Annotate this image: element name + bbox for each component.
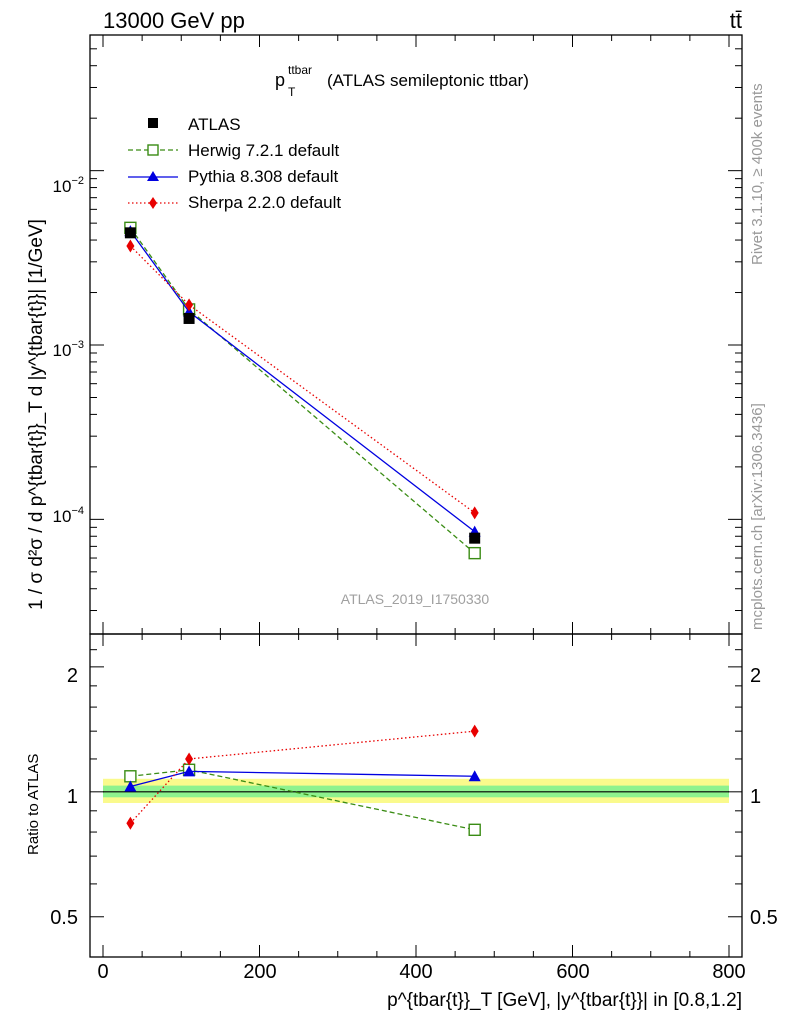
main-point-data — [124, 227, 136, 239]
main-point-sherpa — [126, 239, 135, 253]
ratio-y-tick-label-left: 1 — [67, 786, 78, 808]
x-tick-label: 400 — [399, 961, 432, 983]
legend-entry-herwig: Herwig 7.2.1 default — [128, 141, 339, 160]
legend-marker-square — [148, 118, 158, 128]
main-point-data — [183, 312, 195, 324]
ratio-point-sherpa — [470, 724, 479, 738]
ratio-y-tick-label-right: 2 — [750, 665, 761, 687]
ratio-y-tick-label-left: 0.5 — [50, 907, 78, 929]
plot-layer — [89, 34, 743, 958]
title-superscript: ttbar — [288, 63, 312, 77]
x-tick-label: 800 — [712, 961, 745, 983]
x-axis-label: p^{tbar{t}}_T [GeV], |y^{tbar{t}}| in [0… — [387, 990, 742, 1011]
mcplots-label: mcplots.cern.ch [arXiv:1306.3436] — [749, 403, 766, 630]
main-line-pythia — [129, 230, 476, 533]
legend-marker-diamond — [149, 197, 157, 209]
main-point-data — [469, 532, 481, 544]
x-tick-label: 200 — [243, 961, 276, 983]
ratio-y-tick-label-right: 0.5 — [750, 907, 778, 929]
legend: ATLAS Herwig 7.2.1 default Pythia 8.308 … — [128, 115, 341, 212]
rivet-version-label: Rivet 3.1.10, ≥ 400k events — [749, 83, 766, 265]
legend-label: Herwig 7.2.1 default — [188, 141, 339, 160]
main-plot-y-axis-label: 1 / σ d²σ / d p^{tbar{t}}_T d |y^{tbar{t… — [26, 219, 47, 610]
legend-entry-data: ATLAS — [148, 115, 241, 134]
ratio-y-tick-label-left: 2 — [67, 665, 78, 687]
ratio-point-sherpa — [185, 752, 194, 766]
main-point-herwig — [468, 546, 481, 560]
header-process-label: tt̄ — [730, 8, 742, 33]
header-energy-label: 13000 GeV pp — [103, 8, 245, 33]
ratio-point-herwig — [124, 770, 137, 783]
ratio-point-pythia — [468, 770, 481, 782]
legend-entry-pythia: Pythia 8.308 default — [128, 167, 339, 186]
main-y-tick-label: 10−2 — [53, 175, 84, 196]
ratio-plot-y-axis-label: Ratio to ATLAS — [25, 754, 42, 855]
legend-label: Sherpa 2.2.0 default — [188, 193, 341, 212]
x-tick-label: 600 — [556, 961, 589, 983]
main-y-tick-label: 10−3 — [53, 339, 84, 360]
legend-marker-open-square — [147, 144, 159, 156]
ratio-point-pythia — [183, 765, 196, 777]
title-subscript: T — [288, 85, 296, 99]
series-layer — [124, 221, 481, 837]
ratio-point-sherpa — [126, 816, 135, 830]
ratio-y-tick-labels: 2 1 0.5 2 1 0.5 — [50, 665, 778, 929]
main-line-herwig — [129, 227, 476, 554]
ratio-line-sherpa — [129, 730, 475, 824]
main-point-sherpa — [470, 506, 479, 520]
analysis-watermark: ATLAS_2019_I1750330 — [341, 591, 490, 607]
title-symbol: p — [275, 70, 285, 90]
ratio-y-tick-label-right: 1 — [750, 786, 761, 808]
legend-marker-triangle — [147, 171, 159, 181]
x-tick-label: 0 — [97, 961, 108, 983]
title-text: (ATLAS semileptonic ttbar) — [327, 71, 529, 90]
main-plot-title: p ttbar T (ATLAS semileptonic ttbar) — [275, 63, 529, 99]
legend-label: ATLAS — [188, 115, 241, 134]
x-tick-labels: 0 200 400 600 800 — [97, 961, 745, 983]
main-line-sherpa — [129, 245, 476, 514]
main-y-tick-labels: 10−2 10−3 10−4 — [53, 175, 84, 526]
legend-label: Pythia 8.308 default — [188, 167, 339, 186]
ratio-point-herwig — [468, 823, 481, 837]
legend-entry-sherpa: Sherpa 2.2.0 default — [128, 193, 341, 212]
main-y-tick-label: 10−4 — [53, 505, 84, 526]
ratio-point-pythia — [124, 780, 137, 792]
main-point-sherpa — [185, 298, 194, 312]
